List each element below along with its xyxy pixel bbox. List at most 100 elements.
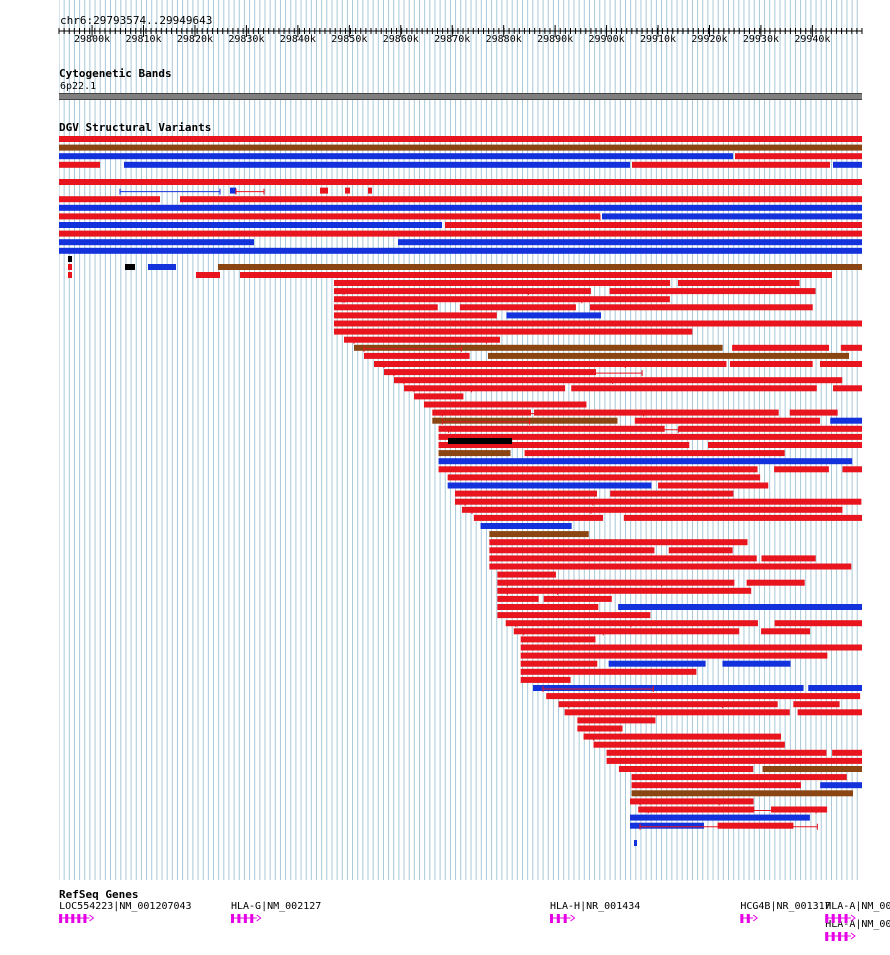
variant-bar[interactable] xyxy=(520,676,571,683)
variant-bar[interactable] xyxy=(125,264,135,270)
ruler-axis[interactable] xyxy=(0,0,890,60)
variant-bar[interactable] xyxy=(761,555,816,562)
variant-bar[interactable] xyxy=(59,144,862,151)
variant-bar[interactable] xyxy=(334,296,670,303)
variant-bar[interactable] xyxy=(774,620,862,627)
variant-bar[interactable] xyxy=(746,579,805,586)
variant-bar[interactable] xyxy=(59,196,160,203)
variant-bar[interactable] xyxy=(618,604,862,610)
variant-bar[interactable] xyxy=(577,717,656,724)
variant-bar[interactable] xyxy=(438,433,862,440)
variant-bar[interactable] xyxy=(583,733,782,740)
variant-bar[interactable] xyxy=(438,442,690,448)
variant-bar[interactable] xyxy=(414,393,464,400)
variant-bar[interactable] xyxy=(658,482,769,489)
variant-bar[interactable] xyxy=(432,417,618,424)
variant-bar[interactable] xyxy=(729,361,813,367)
variant-bar[interactable] xyxy=(520,660,598,667)
variant-bar[interactable] xyxy=(148,264,176,270)
variant-bar[interactable] xyxy=(447,482,652,489)
variant-bar[interactable] xyxy=(543,595,612,602)
variant-bar[interactable] xyxy=(394,377,843,384)
variant-bar[interactable] xyxy=(506,312,602,319)
variant-bar[interactable] xyxy=(732,344,830,351)
variant-bar[interactable] xyxy=(124,161,630,168)
variant-bar[interactable] xyxy=(344,336,500,343)
variant-bar[interactable] xyxy=(497,604,599,610)
variant-bar[interactable] xyxy=(497,571,556,578)
variant-bar[interactable] xyxy=(480,523,572,529)
variant-bar[interactable] xyxy=(797,709,862,716)
variant-bar[interactable] xyxy=(606,757,862,764)
variant-bar[interactable] xyxy=(577,725,623,732)
variant-bar[interactable] xyxy=(59,213,600,220)
variant-bar[interactable] xyxy=(571,385,817,392)
variant-bar[interactable] xyxy=(630,798,754,805)
variant-bar[interactable] xyxy=(334,320,862,327)
variant-bar[interactable] xyxy=(354,344,723,351)
variant-bar[interactable] xyxy=(546,693,861,700)
variant-bar[interactable] xyxy=(334,304,438,311)
variant-bar[interactable] xyxy=(180,196,862,203)
variant-bar[interactable] xyxy=(840,344,862,351)
variant-bar[interactable] xyxy=(497,612,651,619)
variant-bar[interactable] xyxy=(513,628,740,635)
variant-bar[interactable] xyxy=(445,222,862,228)
variant-bar[interactable] xyxy=(459,304,576,311)
variant-bar[interactable] xyxy=(489,563,852,570)
variant-bar[interactable] xyxy=(618,766,754,772)
variant-bar[interactable] xyxy=(789,409,838,416)
variant-bar[interactable] xyxy=(774,466,829,473)
variant-bar[interactable] xyxy=(334,312,497,319)
variant-bar[interactable] xyxy=(532,685,804,691)
variant-bar[interactable] xyxy=(368,187,372,194)
variant-bar[interactable] xyxy=(631,774,847,781)
variant-bar[interactable] xyxy=(448,438,512,444)
variant-bar[interactable] xyxy=(623,514,862,521)
variant-bar[interactable] xyxy=(630,822,704,829)
variant-bar[interactable] xyxy=(497,587,752,594)
variant-bar[interactable] xyxy=(240,272,832,278)
variant-bar[interactable] xyxy=(68,256,72,262)
variant-bar[interactable] xyxy=(473,514,604,521)
variant-bar[interactable] xyxy=(196,272,220,278)
variant-bar[interactable] xyxy=(489,555,757,562)
variant-bar[interactable] xyxy=(334,280,671,286)
variant-bar[interactable] xyxy=(218,264,862,270)
variant-bar[interactable] xyxy=(68,272,72,278)
variant-bar[interactable] xyxy=(717,822,794,829)
variant-bar[interactable] xyxy=(489,547,655,554)
variant-bar[interactable] xyxy=(520,644,862,651)
variant-bar[interactable] xyxy=(832,749,862,756)
variant-bar[interactable] xyxy=(454,498,862,505)
variant-bar[interactable] xyxy=(634,417,821,424)
variant-bar[interactable] xyxy=(771,806,828,813)
variant-bar[interactable] xyxy=(423,401,587,408)
variant-bar[interactable] xyxy=(59,239,254,246)
variant-bar[interactable] xyxy=(520,636,596,643)
variant-bar[interactable] xyxy=(638,806,755,813)
variant-bar[interactable] xyxy=(59,136,862,142)
variant-bar[interactable] xyxy=(497,579,735,586)
variant-bar[interactable] xyxy=(558,701,778,708)
variant-bar[interactable] xyxy=(59,153,733,160)
variant-bar[interactable] xyxy=(602,213,862,220)
variant-bar[interactable] xyxy=(505,620,758,627)
variant-bar[interactable] xyxy=(808,685,862,691)
variant-bar[interactable] xyxy=(520,652,828,659)
variant-bar[interactable] xyxy=(404,385,566,392)
variant-bar[interactable] xyxy=(606,749,827,756)
variant-bar[interactable] xyxy=(432,409,532,416)
variant-bar[interactable] xyxy=(334,288,591,295)
variant-bar[interactable] xyxy=(438,450,511,457)
variant-bar[interactable] xyxy=(59,204,862,211)
variant-bar[interactable] xyxy=(520,668,697,675)
variant-bar[interactable] xyxy=(438,425,665,432)
variant-bar[interactable] xyxy=(833,385,862,392)
variant-bar[interactable] xyxy=(833,161,862,168)
variant-bar[interactable] xyxy=(820,782,862,789)
variant-bar[interactable] xyxy=(632,161,830,168)
variant-bar[interactable] xyxy=(345,187,350,194)
variant-bar[interactable] xyxy=(59,179,862,185)
variant-bar[interactable] xyxy=(461,506,843,513)
